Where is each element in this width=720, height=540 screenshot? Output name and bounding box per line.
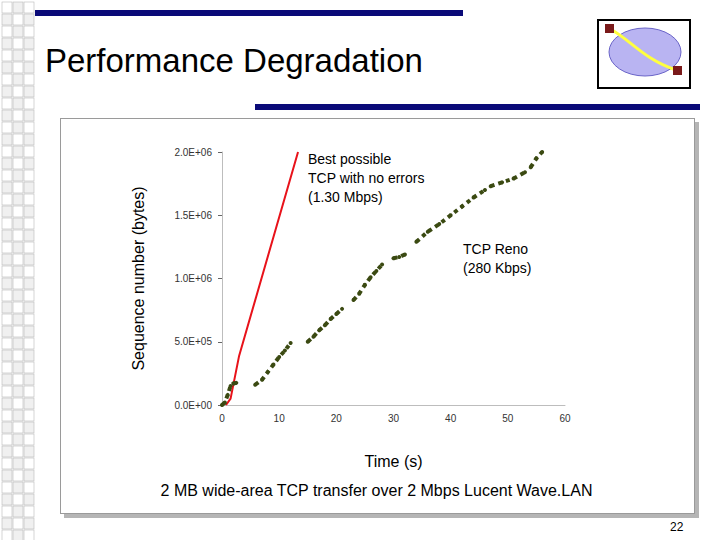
svg-text:1.5E+06: 1.5E+06 — [174, 210, 212, 221]
svg-text:60: 60 — [559, 413, 571, 424]
html-text:22: 22 — [670, 520, 684, 534]
html-text:Best possible TCP with no erro: Best possible TCP with no errors (1.30 M… — [308, 151, 425, 205]
svg-text:Time (s): Time (s) — [364, 453, 422, 470]
svg-text:2.0E+06: 2.0E+06 — [174, 147, 212, 158]
html-text:2 MB wide-area TCP transfer ov: 2 MB wide-area TCP transfer over 2 Mbps … — [160, 482, 593, 499]
html-text:Performance Degradation: Performance Degradation — [45, 42, 423, 79]
svg-text:0: 0 — [219, 413, 225, 424]
svg-text:0.0E+00: 0.0E+00 — [174, 400, 212, 411]
svg-text:20: 20 — [331, 413, 343, 424]
svg-text:10: 10 — [274, 413, 286, 424]
svg-text:40: 40 — [445, 413, 457, 424]
svg-text:1.0E+06: 1.0E+06 — [174, 273, 212, 284]
svg-text:30: 30 — [388, 413, 400, 424]
html-text:TCP Reno (280 Kbps): TCP Reno (280 Kbps) — [463, 241, 532, 276]
svg-text:Sequence number (bytes): Sequence number (bytes) — [130, 186, 147, 370]
svg-text:5.0E+05: 5.0E+05 — [174, 336, 212, 347]
svg-text:50: 50 — [502, 413, 514, 424]
